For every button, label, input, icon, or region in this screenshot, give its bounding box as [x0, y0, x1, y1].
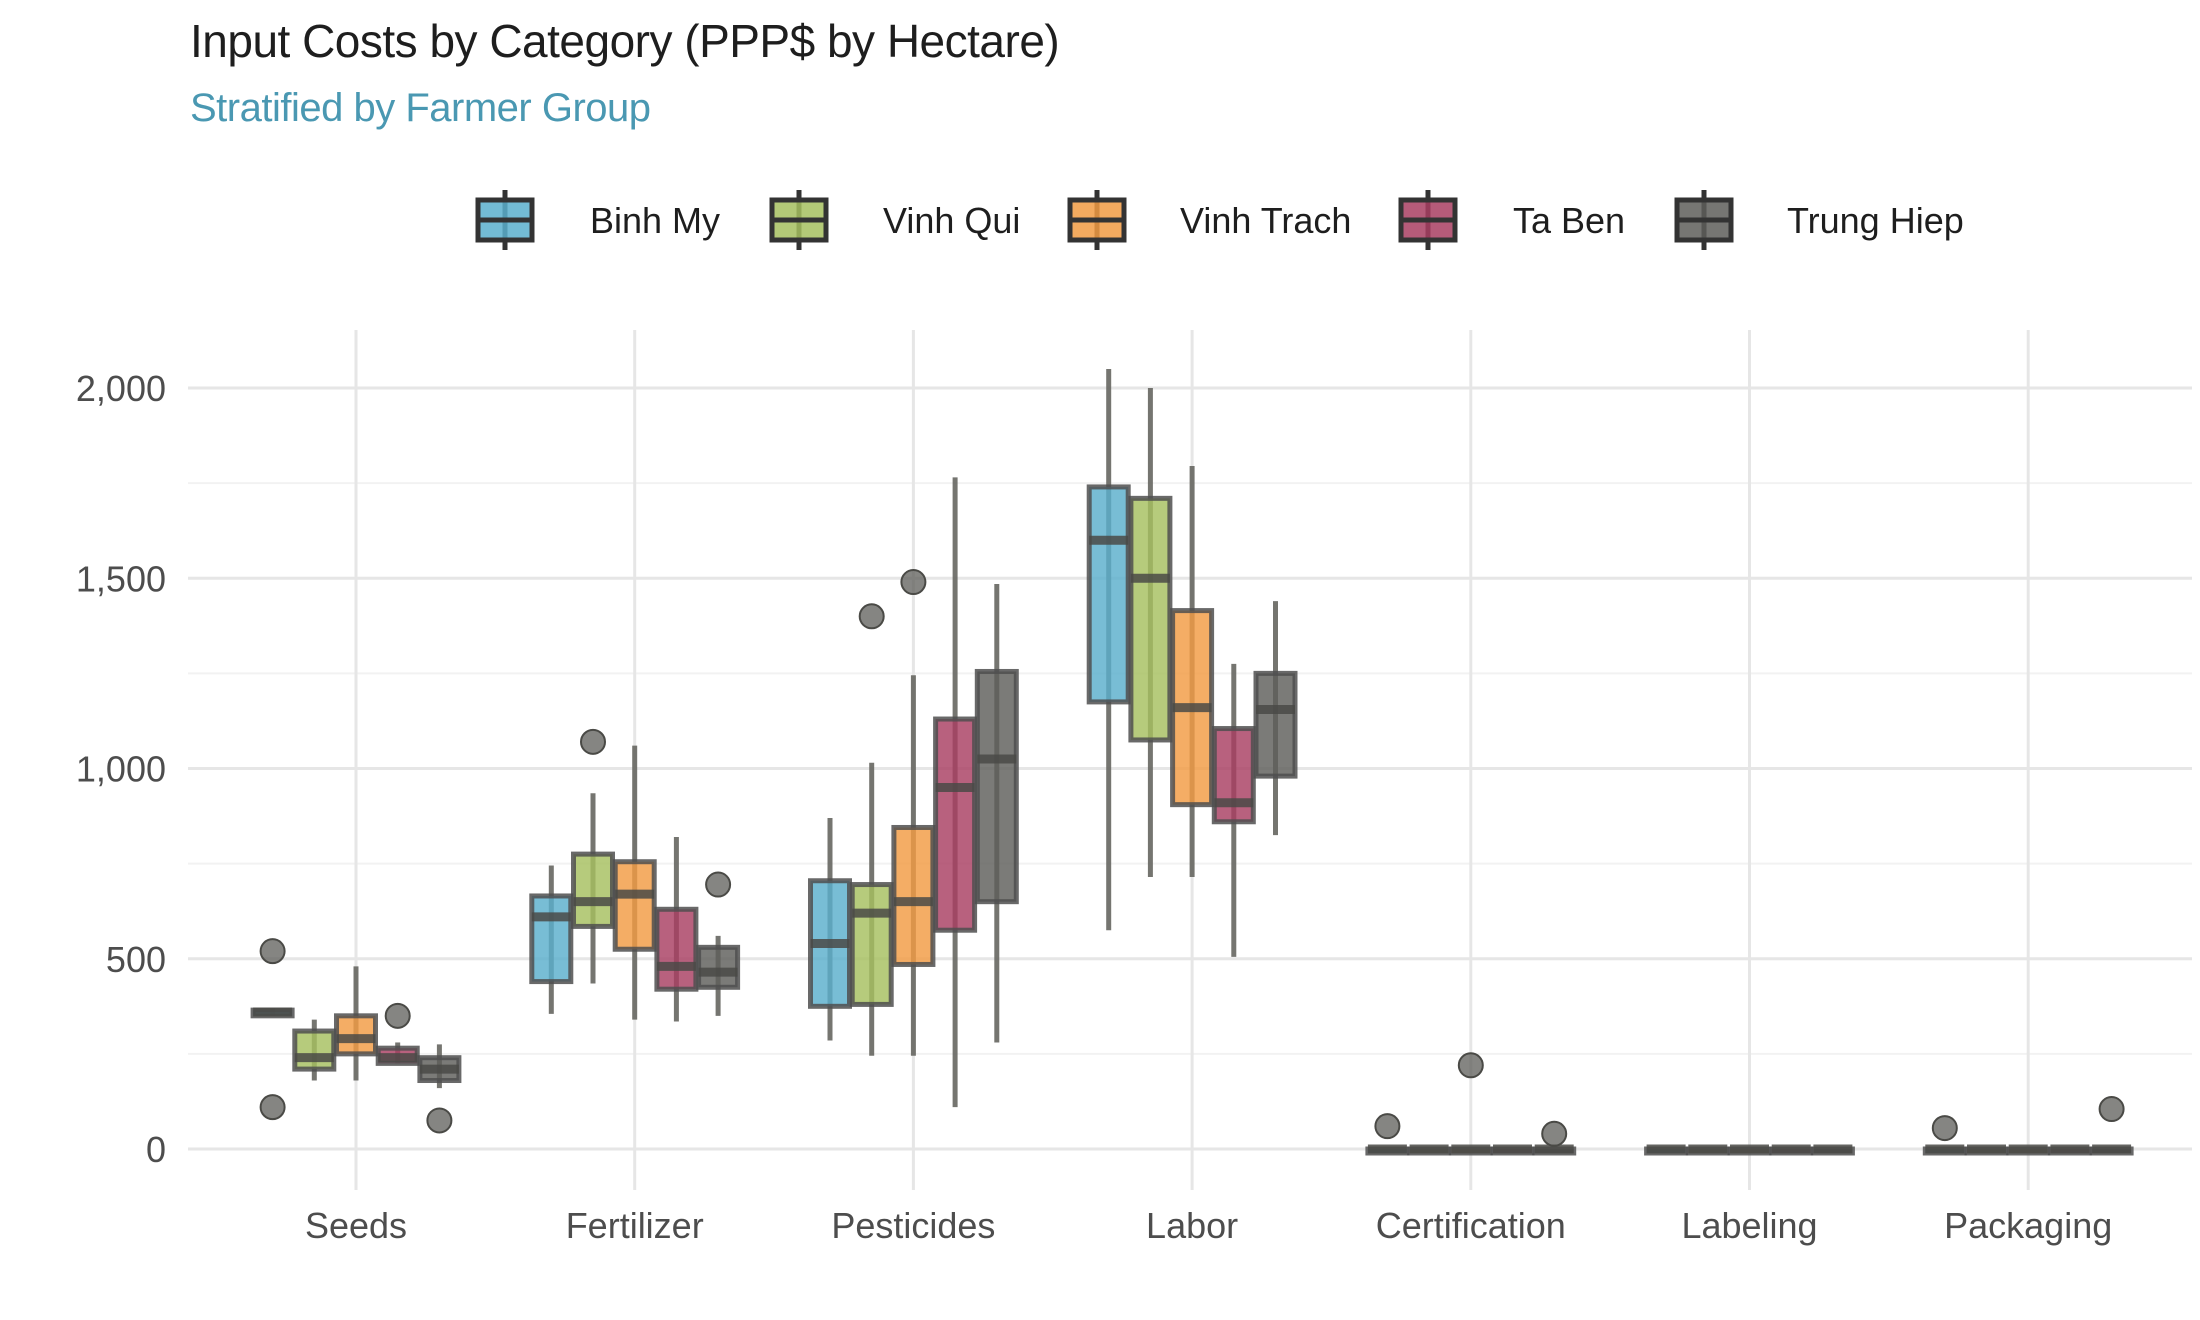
y-tick-label: 1,500 [76, 558, 166, 599]
outlier-point [426, 1107, 453, 1134]
legend-key-vinh-qui [769, 190, 829, 250]
series-vinh-trach [334, 466, 2051, 1156]
box-body [529, 893, 574, 985]
box-packaging [2047, 1144, 2092, 1156]
y-tick-label: 0 [146, 1129, 166, 1170]
box-fertilizer [529, 865, 574, 1014]
box-fertilizer [612, 745, 657, 1020]
y-tick-label: 1,000 [76, 749, 166, 790]
x-tick-label: Labeling [1681, 1205, 1817, 1246]
box-certification [1365, 1113, 1410, 1156]
box-certification [1532, 1120, 1577, 1156]
box-pesticides [808, 817, 852, 1041]
box-seeds [250, 938, 295, 1121]
legend-key-trung-hiep [1674, 190, 1734, 250]
box-labeling [1810, 1144, 1855, 1156]
box-certification [1490, 1144, 1535, 1156]
box-pesticides [974, 583, 1019, 1043]
box-certification [1448, 1052, 1493, 1156]
box-body [654, 906, 699, 992]
legend: Binh My Vinh Qui Vinh Trach Ta Ben Trung Hie… [475, 190, 1964, 250]
outlier-point [259, 1094, 286, 1121]
series-vinh-qui [292, 388, 2009, 1156]
y-tick-label: 2,000 [76, 368, 166, 409]
outlier-point [705, 871, 732, 898]
y-tick-label: 500 [106, 939, 166, 980]
box-packaging [1964, 1144, 2009, 1156]
box-body [696, 944, 741, 990]
box-packaging [1922, 1115, 1967, 1156]
x-tick-label: Packaging [1944, 1205, 2112, 1246]
legend-key-ta-ben [1398, 190, 1458, 250]
x-tick-label: Certification [1376, 1205, 1566, 1246]
legend-label: Vinh Qui [883, 200, 1020, 241]
box-labor [1170, 466, 1215, 877]
outlier-point [580, 728, 606, 755]
box-body [891, 824, 936, 967]
box-labeling [1685, 1144, 1730, 1156]
box-body [974, 668, 1019, 905]
box-labor [1211, 663, 1256, 957]
x-tick-label: Labor [1146, 1205, 1238, 1246]
box-labeling [1727, 1144, 1772, 1156]
box-body [571, 851, 615, 929]
legend-label: Vinh Trach [1180, 200, 1351, 241]
outlier-point [2098, 1096, 2125, 1123]
box-packaging [2006, 1144, 2051, 1156]
box-body [1086, 484, 1131, 705]
axis-labels: 0 500 1,000 1,500 2,000 Seeds Fertilizer Pestic… [76, 368, 2112, 1246]
box-body [292, 1028, 337, 1072]
outlier-point [1374, 1113, 1401, 1140]
outlier-point [1931, 1115, 1958, 1142]
x-tick-label: Pesticides [831, 1205, 995, 1246]
box-seeds [375, 1002, 420, 1066]
box-body [933, 716, 978, 933]
box-labeling [1769, 1144, 1814, 1156]
outlier-point [259, 938, 286, 965]
chart-subtitle: Stratified by Farmer Group [190, 86, 651, 130]
box-labor [1253, 601, 1298, 836]
chart-title: Input Costs by Category (PPP$ by Hectare… [190, 15, 1060, 67]
legend-label: Ta Ben [1513, 200, 1625, 241]
x-tick-label: Seeds [305, 1205, 407, 1246]
outlier-point [900, 569, 927, 596]
box-packaging [2089, 1096, 2134, 1156]
legend-key-binh-my [475, 190, 535, 250]
series-ta-ben [375, 477, 2092, 1156]
box-labor [1128, 388, 1173, 877]
box-seeds [334, 966, 378, 1081]
legend-label: Trung Hiep [1787, 200, 1964, 241]
legend-key-vinh-trach [1067, 190, 1127, 250]
box-fertilizer [696, 871, 741, 1016]
box-pesticides [933, 477, 978, 1108]
outlier-point [1541, 1120, 1568, 1147]
box-fertilizer [654, 836, 699, 1022]
box-body [1253, 670, 1298, 779]
box-labor [1086, 368, 1131, 931]
box-body [612, 859, 657, 952]
x-tick-label: Fertilizer [566, 1205, 704, 1246]
box-pesticides [849, 603, 894, 1056]
box-labeling [1644, 1144, 1689, 1156]
box-body [849, 882, 894, 1007]
plot-area [250, 368, 2134, 1156]
legend-label: Binh My [590, 200, 720, 241]
outlier-point [1457, 1052, 1484, 1079]
series-trung-hiep [417, 583, 2134, 1156]
box-body [1128, 495, 1173, 743]
outlier-point [858, 603, 885, 630]
box-seeds [292, 1019, 337, 1081]
box-certification [1407, 1144, 1452, 1156]
outlier-point [384, 1002, 411, 1029]
box-seeds [417, 1044, 462, 1134]
box-pesticides [891, 569, 936, 1056]
series-binh-my [250, 368, 1967, 1156]
box-fertilizer [571, 728, 615, 984]
box-body [1211, 726, 1256, 825]
